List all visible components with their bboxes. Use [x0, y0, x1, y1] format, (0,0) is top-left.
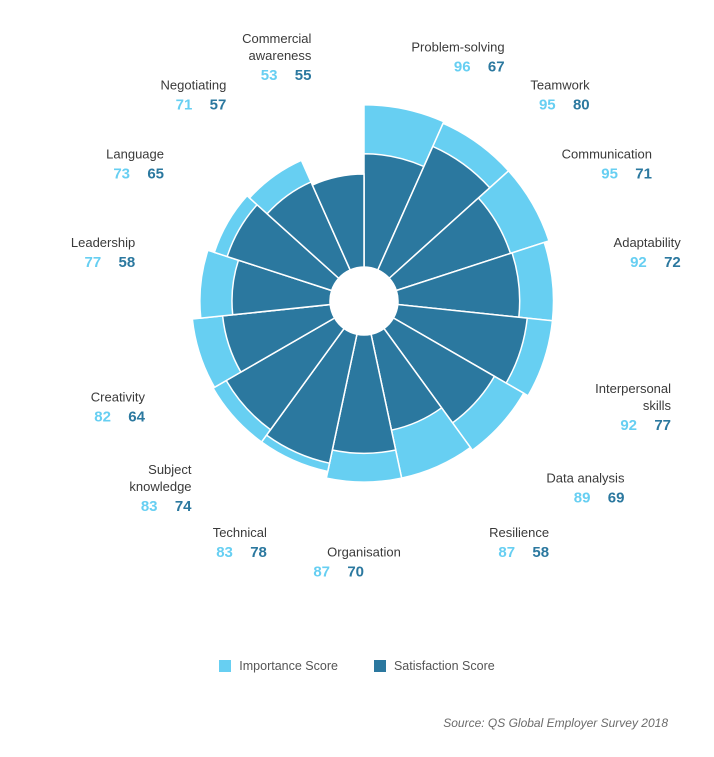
satisfaction-score-commercial-awareness: 55: [295, 67, 312, 84]
importance-score-teamwork: 95: [539, 96, 556, 113]
importance-score-organisation: 87: [313, 564, 330, 581]
category-label-technical: Technical: [213, 525, 267, 540]
importance-score-data-analysis: 89: [574, 489, 591, 506]
importance-score-resilience: 87: [498, 544, 515, 561]
satisfaction-score-negotiating: 57: [210, 96, 227, 113]
satisfaction-score-subject-knowledge: 74: [175, 498, 192, 515]
category-label-language: Language: [106, 147, 164, 162]
satisfaction-score-adaptability: 72: [664, 254, 681, 271]
satisfaction-score-communication: 71: [635, 166, 652, 183]
satisfaction-score-interpersonal-skills: 77: [654, 417, 671, 434]
category-label-interpersonal-skills-line2: skills: [643, 398, 672, 413]
satisfaction-score-teamwork: 80: [573, 96, 590, 113]
satisfaction-score-creativity: 64: [128, 409, 145, 426]
category-label-data-analysis: Data analysis: [546, 470, 625, 485]
category-label-interpersonal-skills: Interpersonal: [595, 381, 671, 396]
category-label-communication: Communication: [562, 147, 652, 162]
category-label-adaptability: Adaptability: [614, 235, 682, 250]
importance-score-leadership: 77: [85, 254, 102, 271]
legend-item-importance: Importance Score: [219, 659, 338, 673]
category-label-subject-knowledge: Subject: [148, 462, 192, 477]
category-label-leadership: Leadership: [71, 235, 135, 250]
legend: Importance Score Satisfaction Score: [0, 659, 714, 673]
legend-swatch-satisfaction: [373, 660, 386, 672]
source-note: Source: QS Global Employer Survey 2018: [443, 716, 668, 730]
legend-label-importance: Importance Score: [239, 659, 338, 673]
satisfaction-score-technical: 78: [250, 544, 267, 561]
category-label-creativity: Creativity: [91, 390, 146, 405]
importance-score-subject-knowledge: 83: [141, 498, 158, 515]
center-hole: [330, 267, 398, 335]
legend-swatch-importance: [219, 660, 232, 672]
satisfaction-score-problem-solving: 67: [488, 58, 505, 75]
category-label-commercial-awareness: Commercial: [242, 31, 311, 46]
importance-score-communication: 95: [601, 166, 618, 183]
category-label-organisation: Organisation: [327, 545, 401, 560]
legend-item-satisfaction: Satisfaction Score: [373, 659, 495, 673]
satisfaction-score-language: 65: [147, 166, 164, 183]
importance-score-creativity: 82: [94, 409, 111, 426]
legend-label-satisfaction: Satisfaction Score: [393, 659, 495, 673]
satisfaction-score-organisation: 70: [347, 564, 364, 581]
satisfaction-score-leadership: 58: [119, 254, 136, 271]
importance-score-interpersonal-skills: 92: [620, 417, 637, 434]
category-label-subject-knowledge-line2: knowledge: [129, 479, 191, 494]
category-label-teamwork: Teamwork: [530, 77, 590, 92]
importance-score-commercial-awareness: 53: [261, 67, 278, 84]
importance-score-negotiating: 71: [176, 96, 193, 113]
category-label-negotiating: Negotiating: [161, 77, 227, 92]
category-label-resilience: Resilience: [489, 525, 549, 540]
category-label-commercial-awareness-line2: awareness: [249, 48, 312, 63]
importance-score-problem-solving: 96: [454, 58, 471, 75]
importance-score-technical: 83: [216, 544, 233, 561]
satisfaction-score-data-analysis: 69: [608, 489, 625, 506]
importance-score-language: 73: [113, 166, 130, 183]
satisfaction-score-resilience: 58: [532, 544, 549, 561]
importance-score-adaptability: 92: [630, 254, 647, 271]
category-label-problem-solving: Problem-solving: [411, 39, 504, 54]
